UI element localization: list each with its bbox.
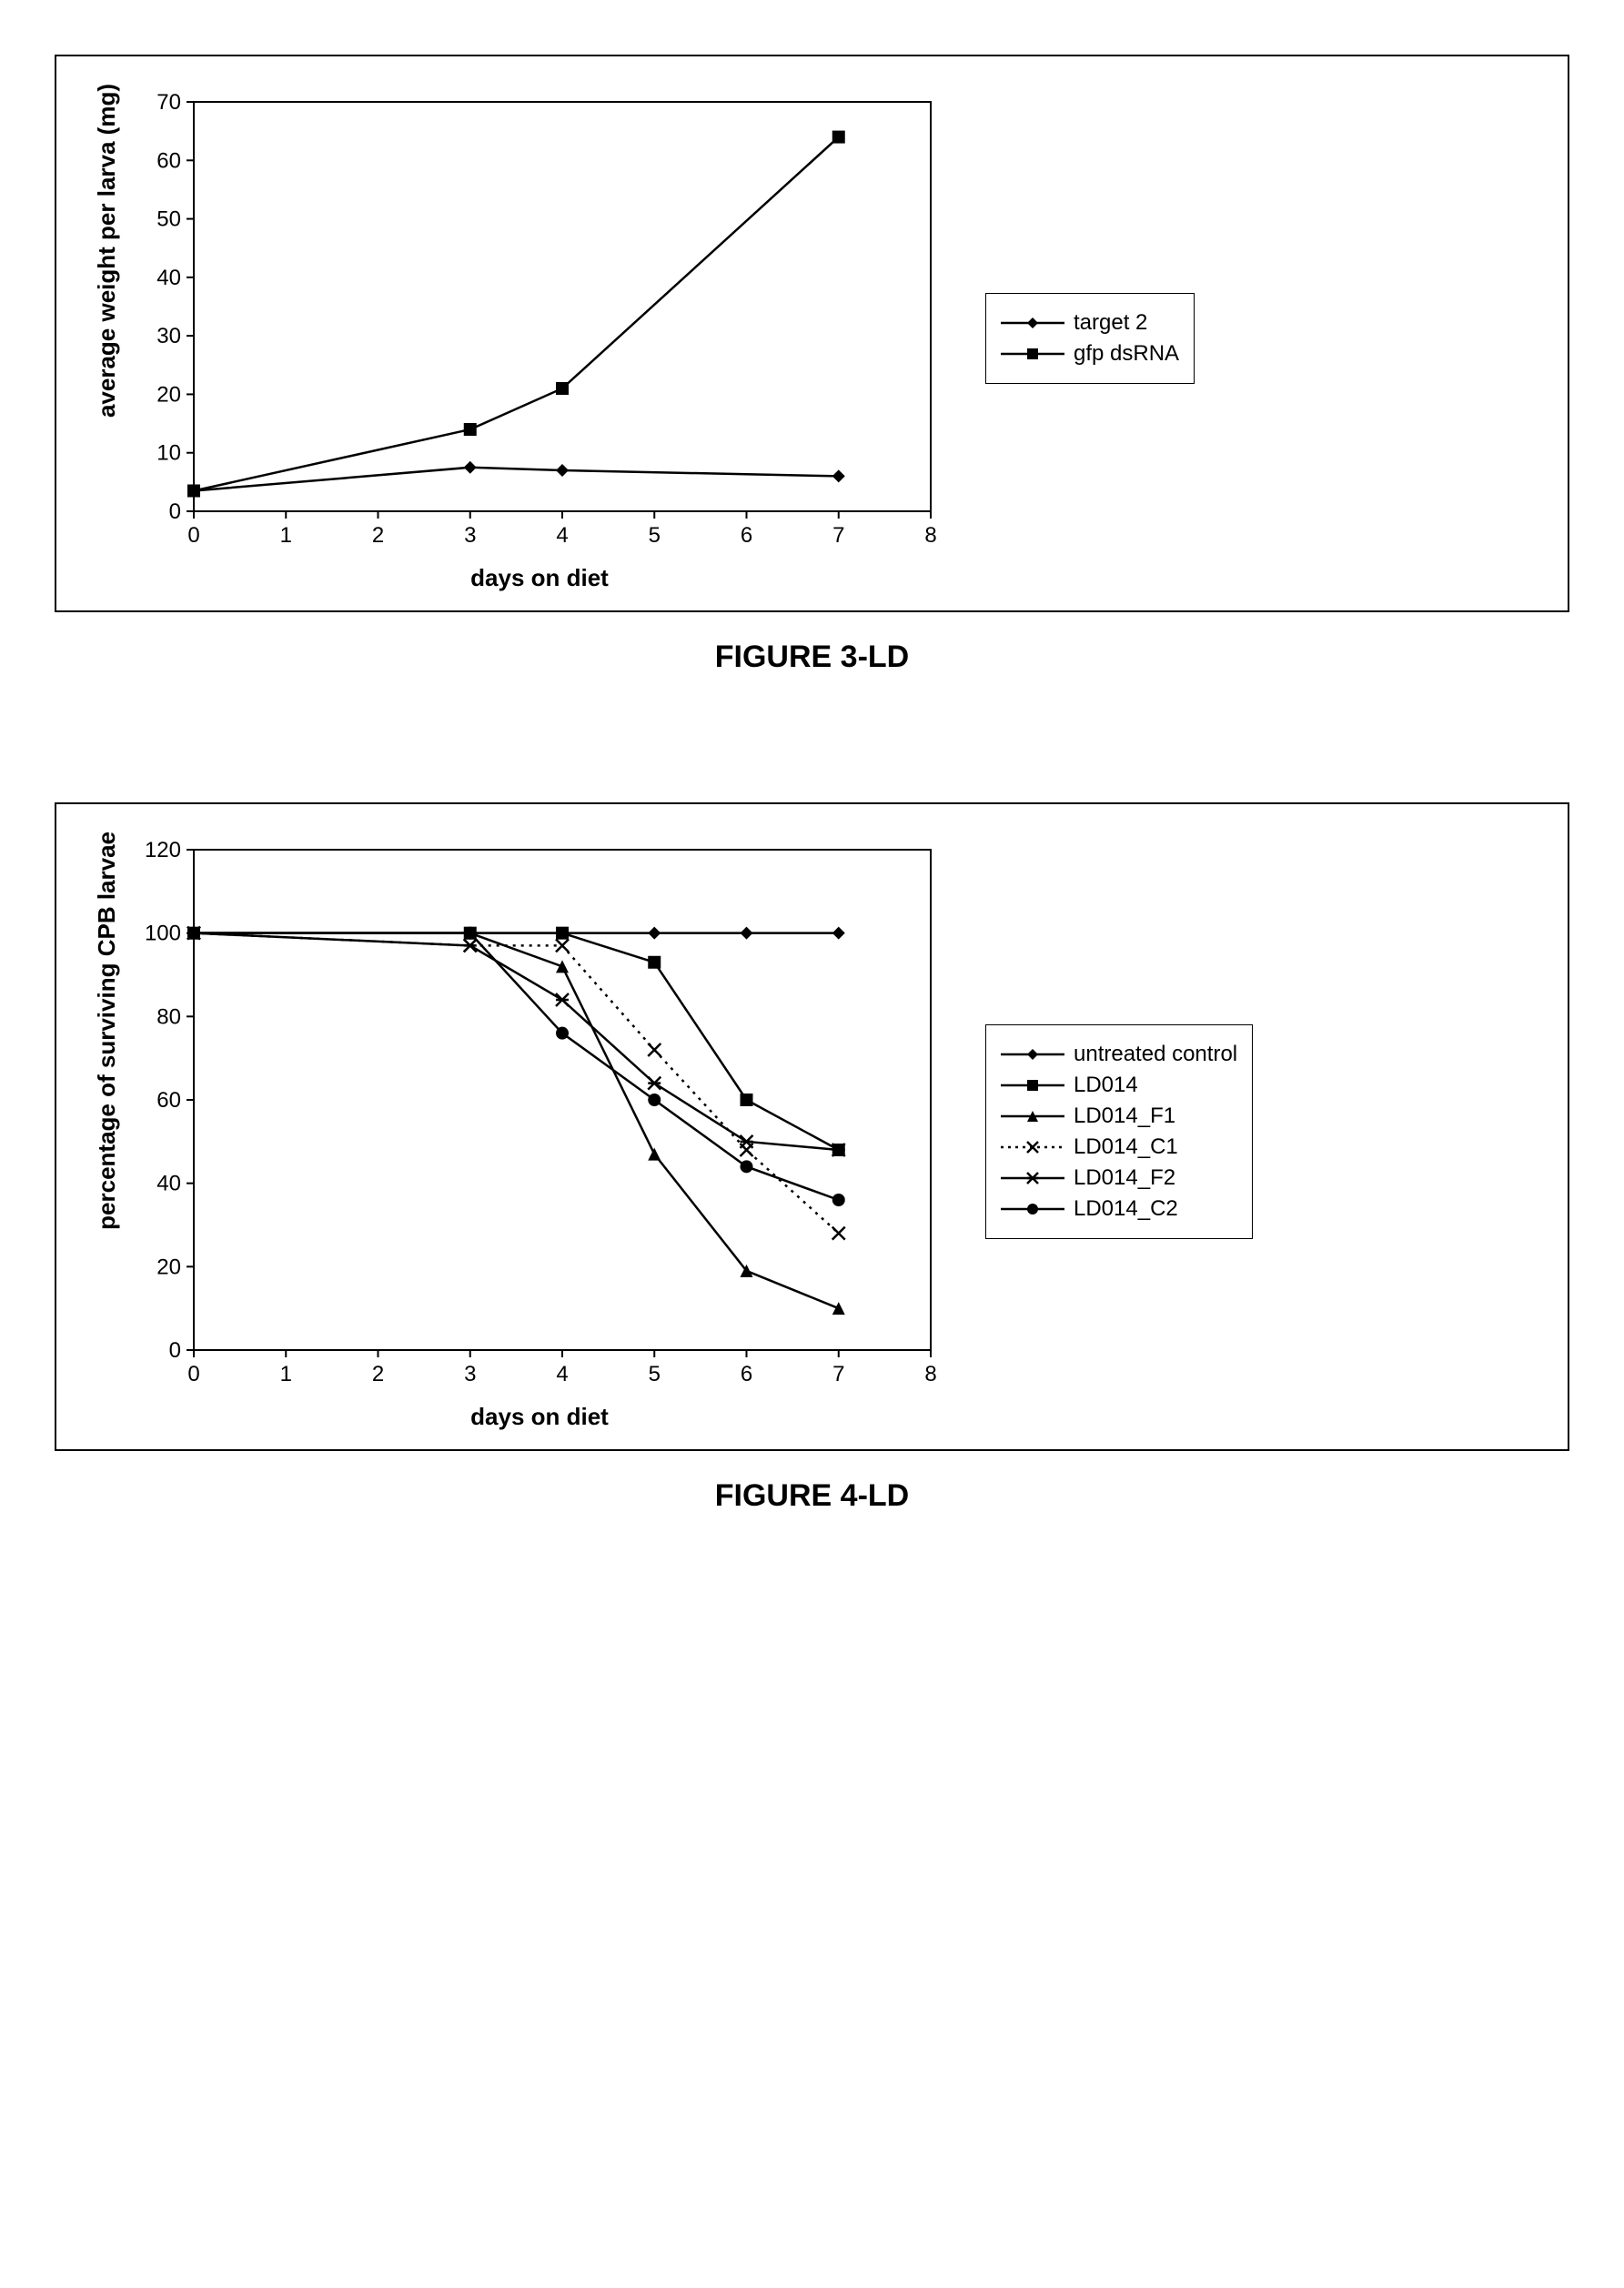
svg-text:1: 1 xyxy=(280,523,292,548)
svg-text:4: 4 xyxy=(556,523,568,548)
figure-3-caption: FIGURE 3-LD xyxy=(55,640,1569,675)
svg-text:8: 8 xyxy=(924,1362,936,1386)
svg-text:0: 0 xyxy=(187,523,199,548)
figure-3-plot: 0 1 2 3 4 5 6 7 8 0 10 20 30 40 50 60 70 xyxy=(130,84,949,557)
legend-label: LD014 xyxy=(1074,1073,1138,1098)
svg-text:2: 2 xyxy=(372,1362,384,1386)
svg-text:6: 6 xyxy=(741,523,752,548)
figure-4-chart-area: percentage of surviving CPB larvae 0 1 2 3 4… xyxy=(93,832,949,1431)
legend-label: untreated control xyxy=(1074,1042,1237,1067)
legend-label: target 2 xyxy=(1074,310,1147,336)
svg-text:3: 3 xyxy=(464,523,476,548)
legend-item: LD014_F2 xyxy=(1001,1165,1237,1191)
svg-text:4: 4 xyxy=(556,1362,568,1386)
svg-text:0: 0 xyxy=(187,1362,199,1386)
figure-4-legend: untreated control LD014 LD014_F1 LD014_C1 LD… xyxy=(985,1024,1253,1239)
svg-text:60: 60 xyxy=(156,148,181,173)
figure-3-plot-x: 0 1 2 3 4 5 6 7 8 0 10 20 30 40 50 60 70 days on diet xyxy=(130,84,949,592)
legend-label: LD014_C1 xyxy=(1074,1134,1178,1160)
figure-3-y-label: average weight per larva (mg) xyxy=(93,84,121,418)
svg-text:60: 60 xyxy=(156,1088,181,1113)
legend-item: untreated control xyxy=(1001,1042,1237,1067)
legend-label: gfp dsRNA xyxy=(1074,341,1179,367)
figure-3-chart-area: average weight per larva (mg) 0123456780… xyxy=(93,84,949,592)
figure-4-y-label: percentage of surviving CPB larvae xyxy=(93,832,121,1230)
figure-4-x-label: days on diet xyxy=(130,1403,949,1431)
legend-item: LD014_C2 xyxy=(1001,1196,1237,1222)
legend-item: LD014_C1 xyxy=(1001,1134,1237,1160)
svg-text:2: 2 xyxy=(372,523,384,548)
svg-text:100: 100 xyxy=(145,922,181,946)
svg-text:0: 0 xyxy=(169,1338,181,1363)
svg-text:3: 3 xyxy=(464,1362,476,1386)
figure-4-plot: 012345678020406080100120 xyxy=(130,832,949,1396)
svg-text:50: 50 xyxy=(156,207,181,232)
figure-3-x-label: days on diet xyxy=(130,564,949,592)
legend-item: LD014_F1 xyxy=(1001,1104,1237,1129)
svg-text:6: 6 xyxy=(741,1362,752,1386)
svg-text:80: 80 xyxy=(156,1004,181,1029)
figure-3-legend: target 2 gfp dsRNA xyxy=(985,293,1195,384)
svg-text:0: 0 xyxy=(169,499,181,524)
legend-label: LD014_F2 xyxy=(1074,1165,1175,1191)
svg-text:1: 1 xyxy=(280,1362,292,1386)
legend-item: target 2 xyxy=(1001,310,1179,336)
figure-4-caption: FIGURE 4-LD xyxy=(55,1478,1569,1514)
svg-text:40: 40 xyxy=(156,266,181,290)
legend-item: LD014 xyxy=(1001,1073,1237,1098)
svg-text:20: 20 xyxy=(156,382,181,407)
svg-text:5: 5 xyxy=(649,523,661,548)
figure-4-container: percentage of surviving CPB larvae 0 1 2 3 4… xyxy=(55,802,1569,1451)
svg-text:30: 30 xyxy=(156,324,181,348)
figure-3-container: average weight per larva (mg) 0123456780… xyxy=(55,55,1569,612)
legend-label: LD014_F1 xyxy=(1074,1104,1175,1129)
svg-text:8: 8 xyxy=(924,523,936,548)
svg-text:5: 5 xyxy=(649,1362,661,1386)
figure-4-plot-x: 012345678020406080100120 days on diet xyxy=(130,832,949,1431)
svg-text:70: 70 xyxy=(156,90,181,115)
svg-text:10: 10 xyxy=(156,441,181,466)
legend-label: LD014_C2 xyxy=(1074,1196,1178,1222)
svg-text:120: 120 xyxy=(145,838,181,862)
svg-text:7: 7 xyxy=(832,1362,844,1386)
legend-item: gfp dsRNA xyxy=(1001,341,1179,367)
svg-text:20: 20 xyxy=(156,1255,181,1279)
svg-text:40: 40 xyxy=(156,1172,181,1196)
svg-text:7: 7 xyxy=(832,523,844,548)
